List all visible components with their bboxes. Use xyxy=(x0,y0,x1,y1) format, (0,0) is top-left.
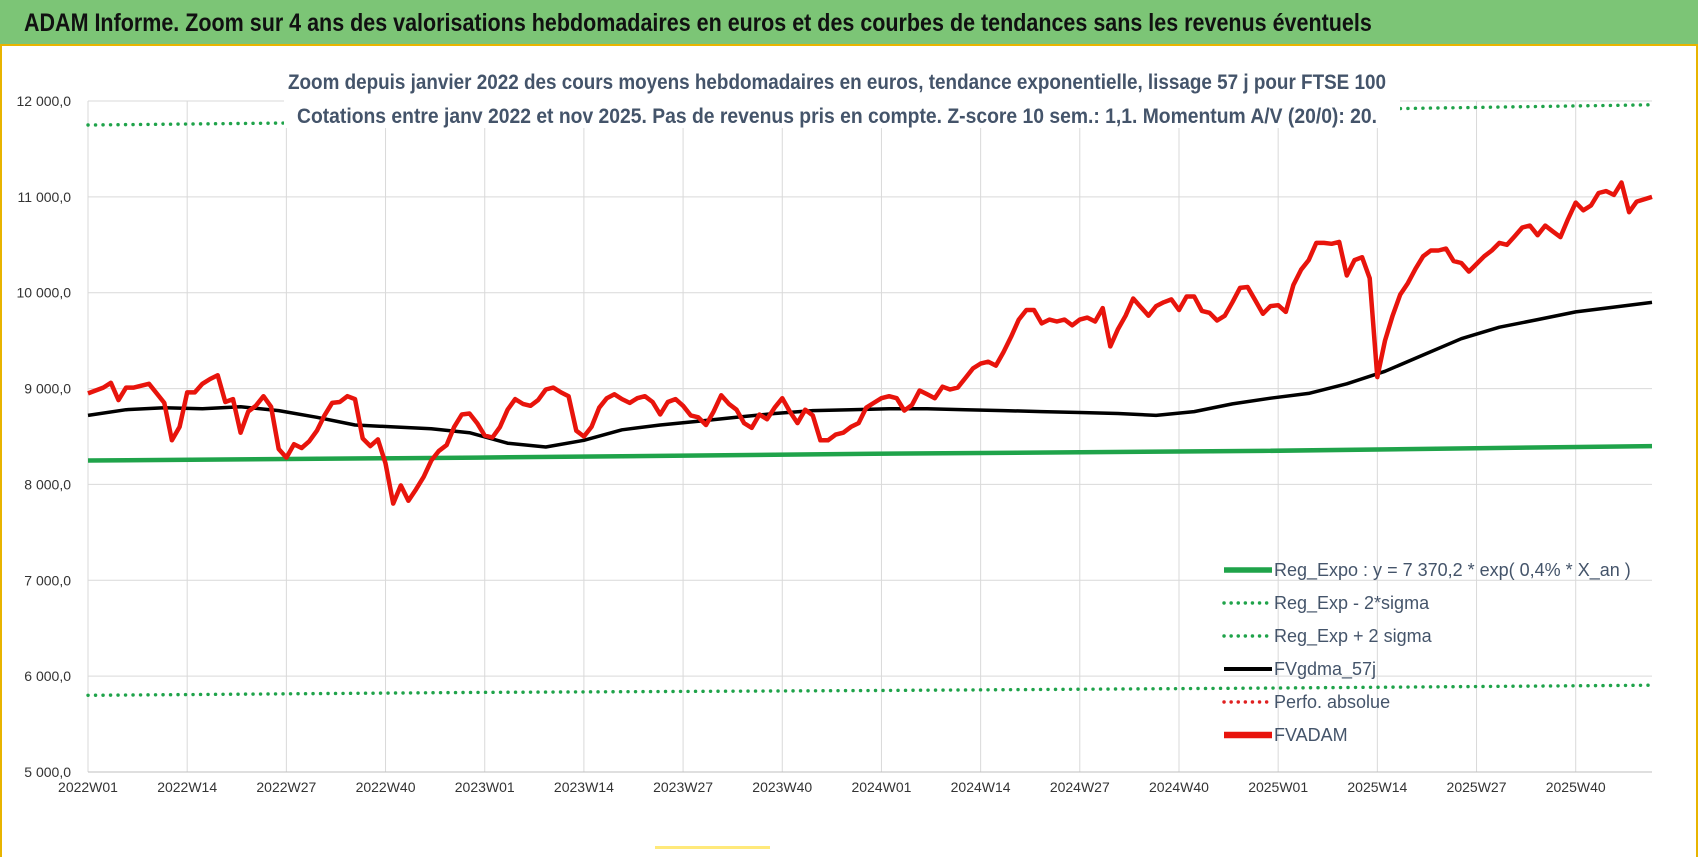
x-tick-label: 2024W14 xyxy=(951,779,1011,795)
x-tick-label: 2025W14 xyxy=(1347,779,1407,795)
y-tick-label: 6 000,0 xyxy=(24,668,71,684)
series-line-fvgdma-57j xyxy=(87,300,1653,449)
y-tick-label: 11 000,0 xyxy=(18,189,72,205)
series-line-reg-expo-y-7-370-2-exp-0-4-x-an xyxy=(87,443,1653,463)
y-tick-label: 5 000,0 xyxy=(24,764,71,780)
legend-label-reg-exp-2-sigma: Reg_Exp + 2 sigma xyxy=(1274,626,1433,647)
x-tick-label: 2023W27 xyxy=(653,779,713,795)
y-tick-label: 10 000,0 xyxy=(17,285,72,301)
x-tick-label: 2025W40 xyxy=(1546,779,1606,795)
x-tick-label: 2024W01 xyxy=(851,779,911,795)
x-tick-label: 2023W01 xyxy=(455,779,515,795)
chart-frame: 5 000,0 6 000,0 7 000,0 8 000,0 9 000,0 10 00… xyxy=(0,46,1698,857)
legend-label-fvgdma-57j: FVgdma_57j xyxy=(1274,659,1376,680)
x-tick-label: 2025W01 xyxy=(1248,779,1308,795)
y-tick-label: 9 000,0 xyxy=(24,381,71,397)
legend-label-reg-expo-y-7-370-2-exp-0-4-x-an: Reg_Expo : y = 7 370,2 * exp( 0,4% * X_a… xyxy=(1274,560,1631,581)
x-tick-label: 2023W40 xyxy=(752,779,812,795)
report-banner: ADAM Informe. Zoom sur 4 ans des valoris… xyxy=(0,0,1698,46)
x-tick-label: 2024W27 xyxy=(1050,779,1110,795)
decorative-accent-bar xyxy=(655,846,770,849)
series-line-reg-exp-2-sigma xyxy=(86,683,1654,697)
y-tick-label: 8 000,0 xyxy=(24,476,71,492)
legend-label-fvadam: FVADAM xyxy=(1274,725,1348,745)
legend-label-perfo-absolue: Perfo. absolue xyxy=(1274,692,1390,712)
x-tick-label: 2022W40 xyxy=(356,779,416,795)
y-tick-label: 7 000,0 xyxy=(24,572,71,588)
y-tick-label: 12 000,0 xyxy=(17,93,72,109)
legend-label-reg-exp-2-sigma: Reg_Exp - 2*sigma xyxy=(1274,593,1430,614)
x-tick-label: 2022W14 xyxy=(157,779,217,795)
title-backdrop xyxy=(284,62,1400,128)
report-title: ADAM Informe. Zoom sur 4 ans des valoris… xyxy=(24,9,1372,37)
line-chart: 5 000,0 6 000,0 7 000,0 8 000,0 9 000,0 10 00… xyxy=(17,62,1654,795)
x-tick-label: 2023W14 xyxy=(554,779,614,795)
x-tick-label: 2024W40 xyxy=(1149,779,1209,795)
series-line-fvadam xyxy=(87,180,1653,506)
x-tick-label: 2022W27 xyxy=(256,779,316,795)
chart-title: Zoom depuis janvier 2022 des cours moyen… xyxy=(288,71,1386,94)
chart-subtitle: Cotations entre janv 2022 et nov 2025. P… xyxy=(297,105,1377,128)
x-tick-label: 2025W27 xyxy=(1447,779,1507,795)
x-tick-label: 2022W01 xyxy=(58,779,118,795)
